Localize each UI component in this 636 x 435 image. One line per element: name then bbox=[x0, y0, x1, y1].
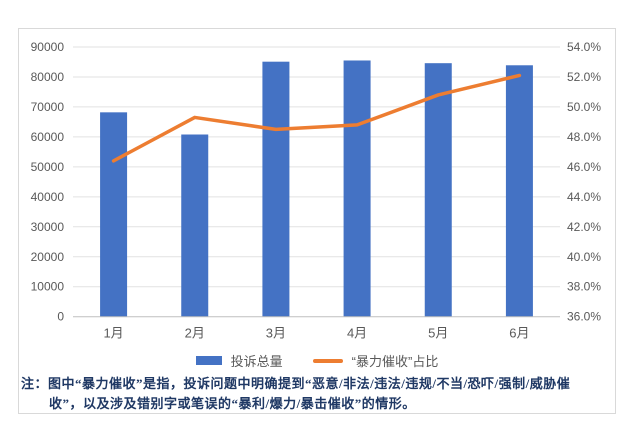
bar-2月 bbox=[181, 134, 209, 317]
right-axis-tick-label: 54.0% bbox=[567, 40, 601, 54]
bar-4月 bbox=[343, 60, 371, 317]
left-axis-tick-label: 10000 bbox=[31, 280, 65, 294]
x-axis-label-4月: 4月 bbox=[347, 326, 367, 341]
legend-item-ratio: “暴力催收”占比 bbox=[312, 351, 439, 370]
right-axis-tick-label: 40.0% bbox=[567, 250, 601, 264]
right-axis-tick-label: 42.0% bbox=[567, 220, 601, 234]
left-axis-tick-label: 20000 bbox=[31, 250, 65, 264]
x-axis-label-1月: 1月 bbox=[103, 326, 123, 341]
x-axis-label-2月: 2月 bbox=[185, 326, 205, 341]
footnote-line-1: 注：图中“暴力催收”是指，投诉问题中明确提到“恶意/非法/违法/违规/不当/恐吓… bbox=[21, 376, 571, 391]
left-axis-tick-label: 0 bbox=[57, 310, 64, 324]
bar-series-label: 投诉总量 bbox=[230, 354, 283, 369]
left-axis-tick-label: 40000 bbox=[31, 190, 65, 204]
left-axis-tick-label: 50000 bbox=[31, 160, 65, 174]
line-series-label: “暴力催收”占比 bbox=[351, 354, 439, 369]
bar-1月 bbox=[100, 112, 128, 317]
right-axis-tick-label: 48.0% bbox=[567, 130, 601, 144]
chart-frame: 0 36.0% 10000 38.0% 20000 40.0% 30000 42.0% 4000… bbox=[18, 28, 616, 414]
x-axis-label-6月: 6月 bbox=[509, 326, 529, 341]
plot-svg: 0 36.0% 10000 38.0% 20000 40.0% 30000 42.0% 4000… bbox=[31, 40, 602, 341]
footnote-line-2: 收”，以及涉及错别字或笔误的“暴利/爆力/暴击催收”的情形。 bbox=[49, 396, 416, 411]
x-axis-label-3月: 3月 bbox=[266, 326, 286, 341]
left-axis-tick-label: 70000 bbox=[31, 100, 65, 114]
legend: 投诉总量 “暴力催收”占比 bbox=[19, 352, 615, 369]
right-axis-tick-label: 52.0% bbox=[567, 70, 601, 84]
x-axis-label-5月: 5月 bbox=[428, 326, 448, 341]
left-axis-tick-label: 80000 bbox=[31, 70, 65, 84]
legend-item-complaints: 投诉总量 bbox=[195, 351, 283, 370]
left-axis-tick-label: 30000 bbox=[31, 220, 65, 234]
bar-5月 bbox=[424, 63, 452, 317]
left-axis-tick-label: 90000 bbox=[31, 40, 65, 54]
bar-series-swatch-icon bbox=[195, 356, 222, 365]
right-axis-tick-label: 46.0% bbox=[567, 160, 601, 174]
bar-3月 bbox=[262, 61, 290, 317]
line-series-swatch-icon bbox=[312, 358, 343, 363]
left-axis-tick-label: 60000 bbox=[31, 130, 65, 144]
bar-6月 bbox=[505, 65, 533, 317]
right-axis-tick-label: 36.0% bbox=[567, 310, 601, 324]
right-axis-tick-label: 50.0% bbox=[567, 100, 601, 114]
right-axis-tick-label: 44.0% bbox=[567, 190, 601, 204]
right-axis-tick-label: 38.0% bbox=[567, 280, 601, 294]
ratio-line bbox=[111, 73, 522, 163]
footnote: 注：图中“暴力催收”是指，投诉问题中明确提到“恶意/非法/违法/违规/不当/恐吓… bbox=[21, 374, 607, 414]
